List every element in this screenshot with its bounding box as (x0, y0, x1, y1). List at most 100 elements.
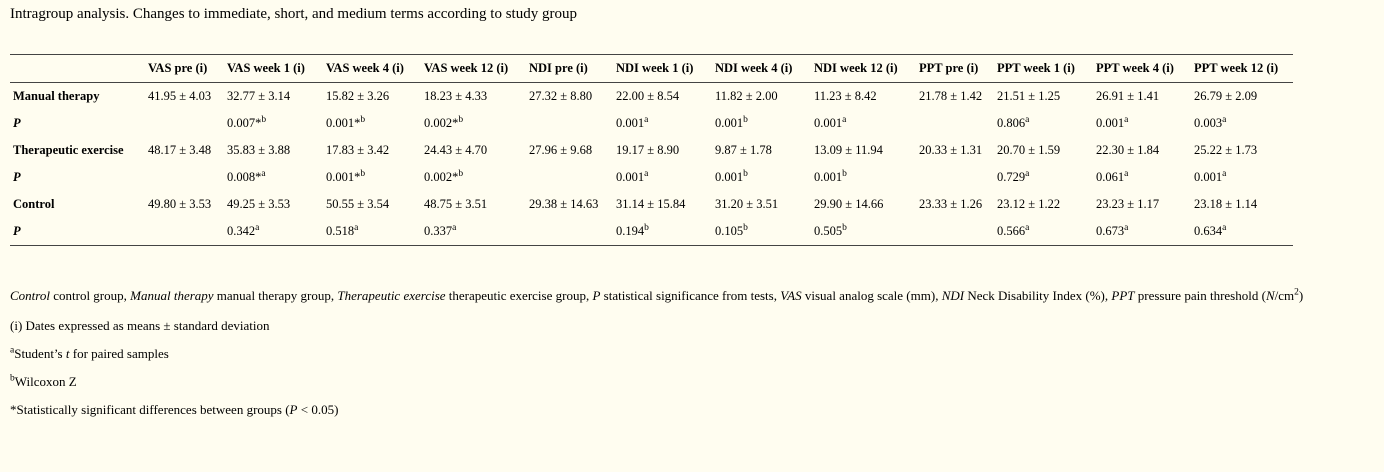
table-cell: 0.003a (1191, 110, 1293, 137)
table-cell: 0.105b (712, 218, 811, 246)
table-cell (145, 164, 224, 191)
unit-part: ) (1298, 288, 1304, 303)
table-body: Manual therapy 41.95 ± 4.03 32.77 ± 3.14 15… (10, 83, 1293, 246)
cell-value: 11.23 ± 8.42 (814, 89, 877, 103)
cell-value: 0.001 (814, 116, 843, 130)
defined-term: Control (10, 288, 50, 303)
note-significance: *Statistically significant differences b… (10, 401, 1370, 418)
table-cell (526, 164, 613, 191)
table-cell: 50.55 ± 3.54 (323, 191, 421, 218)
table-cell: 0.001a (1191, 164, 1293, 191)
test-superscript: a (1124, 114, 1129, 125)
test-superscript: a (255, 222, 260, 233)
cell-value: 35.83 ± 3.88 (227, 143, 291, 157)
row-label: Therapeutic exercise (13, 143, 124, 157)
cell-value: 0.001 (715, 170, 744, 184)
table-cell: 0.505b (811, 218, 916, 246)
group-row: Control 49.80 ± 3.53 49.25 ± 3.53 50.55 ± 3… (10, 191, 1293, 218)
cell-value: 0.003 (1194, 116, 1223, 130)
table-cell: 26.91 ± 1.41 (1093, 83, 1191, 111)
test-superscript: a (1124, 168, 1129, 179)
table-cell: 9.87 ± 1.78 (712, 137, 811, 164)
test-superscript: b (842, 222, 847, 233)
note-means: (i) Dates expressed as means ± standard … (10, 318, 270, 333)
note-b-mark: b (10, 373, 15, 384)
cell-value: 0.007* (227, 116, 262, 130)
term-description: control group, (49, 288, 131, 303)
column-header: VAS week 4 (i) (326, 61, 404, 75)
test-superscript: a (1124, 222, 1129, 233)
table-cell: 23.23 ± 1.17 (1093, 191, 1191, 218)
test-superscript: a (1025, 222, 1030, 233)
cell-value: 48.17 ± 3.48 (148, 143, 212, 157)
table-cell (526, 218, 613, 246)
table-cell: 32.77 ± 3.14 (224, 83, 323, 111)
cell-value: 26.79 ± 2.09 (1194, 89, 1258, 103)
test-superscript: a (452, 222, 457, 233)
note-a-pre: Student’s (14, 346, 66, 361)
cell-value: 29.38 ± 14.63 (529, 197, 599, 211)
group-row: Manual therapy 41.95 ± 4.03 32.77 ± 3.14 15… (10, 83, 1293, 111)
abbreviation-definitions: Control control group, Manual therapy ma… (10, 287, 1370, 304)
cell-value: 21.51 ± 1.25 (997, 89, 1061, 103)
test-superscript: a (644, 114, 649, 125)
table-cell: 21.78 ± 1.42 (916, 83, 994, 111)
defined-term: VAS (780, 288, 802, 303)
cell-value: 0.566 (997, 224, 1026, 238)
table-cell: 20.70 ± 1.59 (994, 137, 1093, 164)
cell-value: 0.001* (326, 170, 361, 184)
table-cell: 48.17 ± 3.48 (145, 137, 224, 164)
test-superscript: a (261, 168, 266, 179)
table-cell: 17.83 ± 3.42 (323, 137, 421, 164)
table-cell: 0.001*b (323, 110, 421, 137)
table-cell: 15.82 ± 3.26 (323, 83, 421, 111)
table-cell: 0.342a (224, 218, 323, 246)
term-description: visual analog scale (mm), (801, 288, 942, 303)
test-superscript: b (743, 114, 748, 125)
test-superscript: a (1222, 222, 1227, 233)
cell-value: 0.194 (616, 224, 645, 238)
cell-value: 0.061 (1096, 170, 1125, 184)
note-a-post: for paired samples (69, 346, 169, 361)
test-superscript: b (360, 168, 366, 179)
table-cell: 31.20 ± 3.51 (712, 191, 811, 218)
cell-value: 0.105 (715, 224, 744, 238)
cell-value: 0.001 (715, 116, 744, 130)
table-cell (916, 218, 994, 246)
cell-value: 0.001 (616, 116, 645, 130)
column-header: NDI week 4 (i) (715, 61, 793, 75)
table-cell (145, 110, 224, 137)
table-cell (916, 164, 994, 191)
p-value-row: P 0.007*b 0.001*b 0.002*b 0.001a 0.001b 0.001a… (10, 110, 1293, 137)
p-value-row: P 0.342a 0.518a 0.337a 0.194b 0.105b 0.505b 0.5… (10, 218, 1293, 246)
header-row: VAS pre (i) VAS week 1 (i) VAS week 4 (i) V… (10, 54, 1293, 83)
cell-value: 0.806 (997, 116, 1026, 130)
column-header: PPT week 1 (i) (997, 61, 1075, 75)
table-cell: 0.002*b (421, 110, 526, 137)
term-description: therapeutic exercise group, (445, 288, 593, 303)
group-row: Therapeutic exercise 48.17 ± 3.48 35.83 ± … (10, 137, 1293, 164)
note-a-mark: a (10, 345, 15, 356)
cell-value: 32.77 ± 3.14 (227, 89, 291, 103)
table-cell: 22.00 ± 8.54 (613, 83, 712, 111)
test-superscript: a (842, 114, 847, 125)
column-header: NDI week 12 (i) (814, 61, 898, 75)
note-b: bWilcoxon Z (10, 373, 1370, 390)
column-header: VAS pre (i) (148, 61, 208, 75)
cell-value: 17.83 ± 3.42 (326, 143, 390, 157)
defined-term: PPT (1111, 288, 1135, 303)
unit-part: /cm (1274, 288, 1295, 303)
cell-value: 41.95 ± 4.03 (148, 89, 212, 103)
table-cell: 18.23 ± 4.33 (421, 83, 526, 111)
cell-value: 26.91 ± 1.41 (1096, 89, 1160, 103)
term-description: statistical significance from tests, (600, 288, 781, 303)
table-cell: 27.96 ± 9.68 (526, 137, 613, 164)
cell-value: 23.33 ± 1.26 (919, 197, 983, 211)
test-superscript: a (644, 168, 649, 179)
note-star-italic: P (289, 402, 298, 417)
cell-value: 21.78 ± 1.42 (919, 89, 983, 103)
table-cell: 24.43 ± 4.70 (421, 137, 526, 164)
cell-value: 13.09 ± 11.94 (814, 143, 883, 157)
column-header: NDI pre (i) (529, 61, 588, 75)
cell-value: 48.75 ± 3.51 (424, 197, 488, 211)
